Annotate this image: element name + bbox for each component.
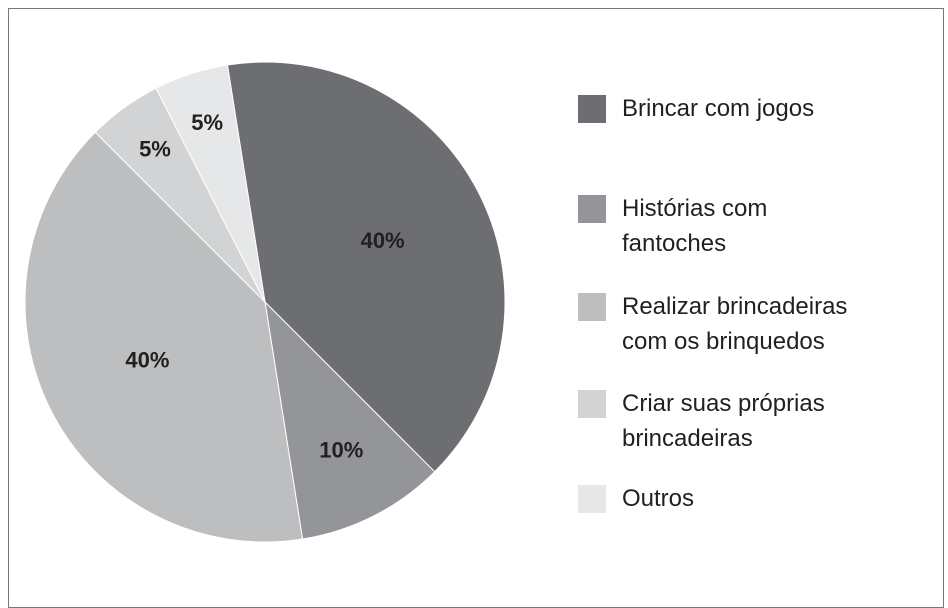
legend-label: Outros (622, 485, 695, 512)
legend-item: Realizar brincadeiras com os brinquedos (578, 293, 872, 359)
legend-label: Criar suas próprias brincadeiras (622, 390, 825, 452)
legend-swatch (578, 293, 606, 321)
page: 40% 10% 40% 5% 5% Brincar com jogos Histórias… (8, 8, 944, 608)
legend-swatch (578, 485, 606, 513)
pie-slice (24, 131, 304, 543)
slice-label: 5% (191, 110, 223, 135)
legend-item: Outros (578, 485, 872, 516)
slice-label: 5% (139, 136, 171, 161)
legend-swatch (578, 95, 606, 123)
pie-slice (264, 300, 436, 540)
slice-label: 40% (361, 228, 405, 253)
legend-item: Brincar com jogos (578, 95, 872, 126)
legend-label: Brincar com jogos (622, 95, 815, 122)
slice-label: 40% (125, 348, 169, 373)
legend-swatch (578, 195, 606, 223)
legend-item: Criar suas próprias brincadeiras (578, 390, 872, 456)
chart: 40% 10% 40% 5% 5% (24, 61, 506, 543)
pie-slice (155, 64, 266, 303)
legend-item: Histórias com fantoches (578, 195, 872, 261)
legend-label: Realizar brincadeiras com os brinquedos (622, 293, 848, 355)
legend-swatch (578, 390, 606, 418)
slice-label: 10% (319, 438, 363, 463)
legend-label: Histórias com fantoches (622, 195, 768, 257)
pie-slice (226, 61, 506, 473)
